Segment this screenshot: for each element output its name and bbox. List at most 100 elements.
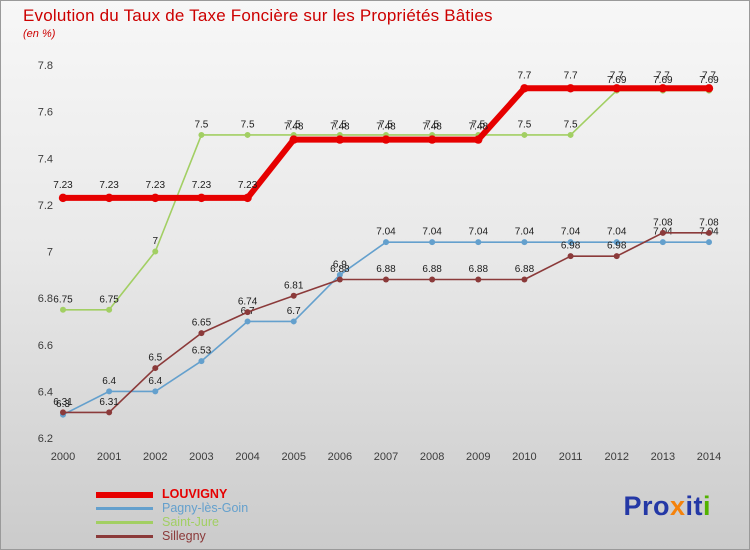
data-point (152, 365, 159, 372)
data-point-label: 7.04 (376, 227, 396, 238)
data-point-label: 7.08 (699, 217, 719, 228)
data-point-label: 7.5 (194, 119, 208, 130)
data-point (613, 253, 620, 260)
data-point (244, 309, 251, 316)
data-point (520, 84, 529, 93)
svg-text:7: 7 (47, 247, 53, 259)
data-point-label: 7.5 (241, 119, 255, 130)
legend-label-pagny-les-goin: Pagny-lès-Goin (162, 501, 249, 515)
data-point (429, 239, 436, 246)
svg-text:2005: 2005 (281, 451, 305, 463)
proxiti-logo: Proxiti (623, 491, 711, 522)
data-point-label: 7.7 (702, 70, 716, 81)
logo-part-pro: Pro (623, 491, 670, 521)
series-Pagny-lès-Goin: 6.36.46.46.536.76.76.97.047.047.047.047.… (56, 227, 719, 418)
logo-part-it: it (685, 491, 703, 521)
data-point (659, 229, 666, 236)
svg-text:2004: 2004 (235, 451, 259, 463)
data-point (152, 388, 159, 395)
data-point-label: 7.5 (287, 119, 301, 130)
legend-item-saint-jure: Saint-Jure (96, 516, 248, 529)
data-point-label: 7.23 (146, 180, 166, 191)
data-point (474, 135, 483, 144)
data-point-label: 6.4 (148, 376, 162, 387)
svg-text:2007: 2007 (374, 451, 398, 463)
data-point-label: 7.04 (422, 227, 442, 238)
data-point (336, 276, 343, 283)
legend-swatch-louvigny (96, 491, 153, 498)
data-point (290, 318, 297, 325)
data-point-label: 7.23 (192, 180, 212, 191)
data-point (383, 239, 389, 246)
data-point (60, 409, 66, 416)
data-point-label: 7.04 (607, 227, 627, 238)
data-point-label: 7.69 (699, 75, 719, 86)
data-point-label: 7.48 (284, 122, 304, 133)
data-point-label: 7.7 (564, 70, 578, 81)
data-point (658, 84, 668, 93)
svg-text:7.8: 7.8 (38, 60, 53, 72)
data-point-label: 7.48 (376, 122, 396, 133)
data-point (429, 276, 436, 283)
svg-text:2003: 2003 (189, 451, 213, 463)
data-point-label: 6.5 (148, 353, 162, 364)
data-point-label: 6.75 (99, 294, 119, 305)
data-point-label: 7.69 (607, 75, 627, 86)
legend-swatch-saint-jure (96, 521, 153, 524)
svg-text:6.4: 6.4 (38, 386, 53, 398)
data-point (427, 135, 437, 144)
data-point-label: 7.5 (517, 119, 531, 130)
data-point-label: 6.31 (99, 397, 119, 408)
legend-label-louvigny: LOUVIGNY (162, 487, 228, 501)
svg-text:2012: 2012 (604, 451, 628, 463)
svg-text:2006: 2006 (328, 451, 352, 463)
data-point (58, 193, 68, 203)
data-point-label: 6.4 (102, 376, 116, 387)
data-point-label: 7.5 (379, 119, 393, 130)
data-point (106, 388, 113, 395)
data-point (336, 271, 343, 278)
data-point (381, 135, 391, 144)
data-point-label: 7.7 (656, 70, 670, 81)
chart-subtitle: (en %) (23, 28, 56, 40)
data-point (659, 239, 666, 246)
data-point (198, 358, 205, 365)
legend-label-saint-jure: Saint-Jure (162, 515, 219, 529)
data-point-label: 7.5 (564, 119, 578, 130)
data-point-label: 6.88 (376, 264, 396, 275)
data-point-label: 6.9 (333, 259, 347, 270)
data-point-label: 7.04 (561, 227, 581, 238)
series-LOUVIGNY: 7.23 7.23 7.23 7.23 7.23 7.48 7.48 7.48 7.48 7.48… (53, 70, 716, 203)
svg-text:2010: 2010 (512, 451, 536, 463)
logo-part-x: x (669, 491, 686, 521)
data-point-label: 7.5 (333, 119, 347, 130)
svg-text:2008: 2008 (420, 451, 444, 463)
data-point-label: 7.23 (238, 180, 258, 191)
data-point (567, 253, 574, 260)
svg-text:2002: 2002 (143, 451, 167, 463)
legend-item-louvigny: LOUVIGNY (96, 488, 248, 501)
data-point-label: 7.48 (330, 122, 350, 133)
data-point-label: 7.5 (471, 119, 485, 130)
series-Sillegny: 6.31 6.316.56.656.746.816.88 6.88 6.88 6.88 6… (53, 217, 719, 416)
data-point-label: 6.74 (238, 297, 258, 308)
data-point (60, 306, 66, 313)
data-point-label: 7.23 (53, 180, 73, 191)
svg-text:2011: 2011 (559, 451, 583, 463)
svg-text:7.4: 7.4 (38, 153, 53, 165)
data-point (704, 84, 714, 93)
data-point (198, 131, 205, 138)
data-point-label: 7.7 (517, 70, 531, 81)
svg-text:6.2: 6.2 (38, 433, 53, 445)
svg-text:6.8: 6.8 (38, 293, 53, 305)
data-point (198, 330, 205, 337)
svg-text:2000: 2000 (51, 451, 75, 463)
data-point (151, 193, 160, 203)
x-axis-labels: 2000 2001 2002 2003 2004 2005 2006 2007 2008 2009… (51, 451, 721, 463)
data-point (335, 135, 345, 144)
chart-title: Evolution du Taux de Taxe Foncière sur l… (23, 6, 493, 25)
data-point-label: 6.81 (284, 280, 304, 291)
data-point-label: 6.53 (192, 346, 212, 357)
